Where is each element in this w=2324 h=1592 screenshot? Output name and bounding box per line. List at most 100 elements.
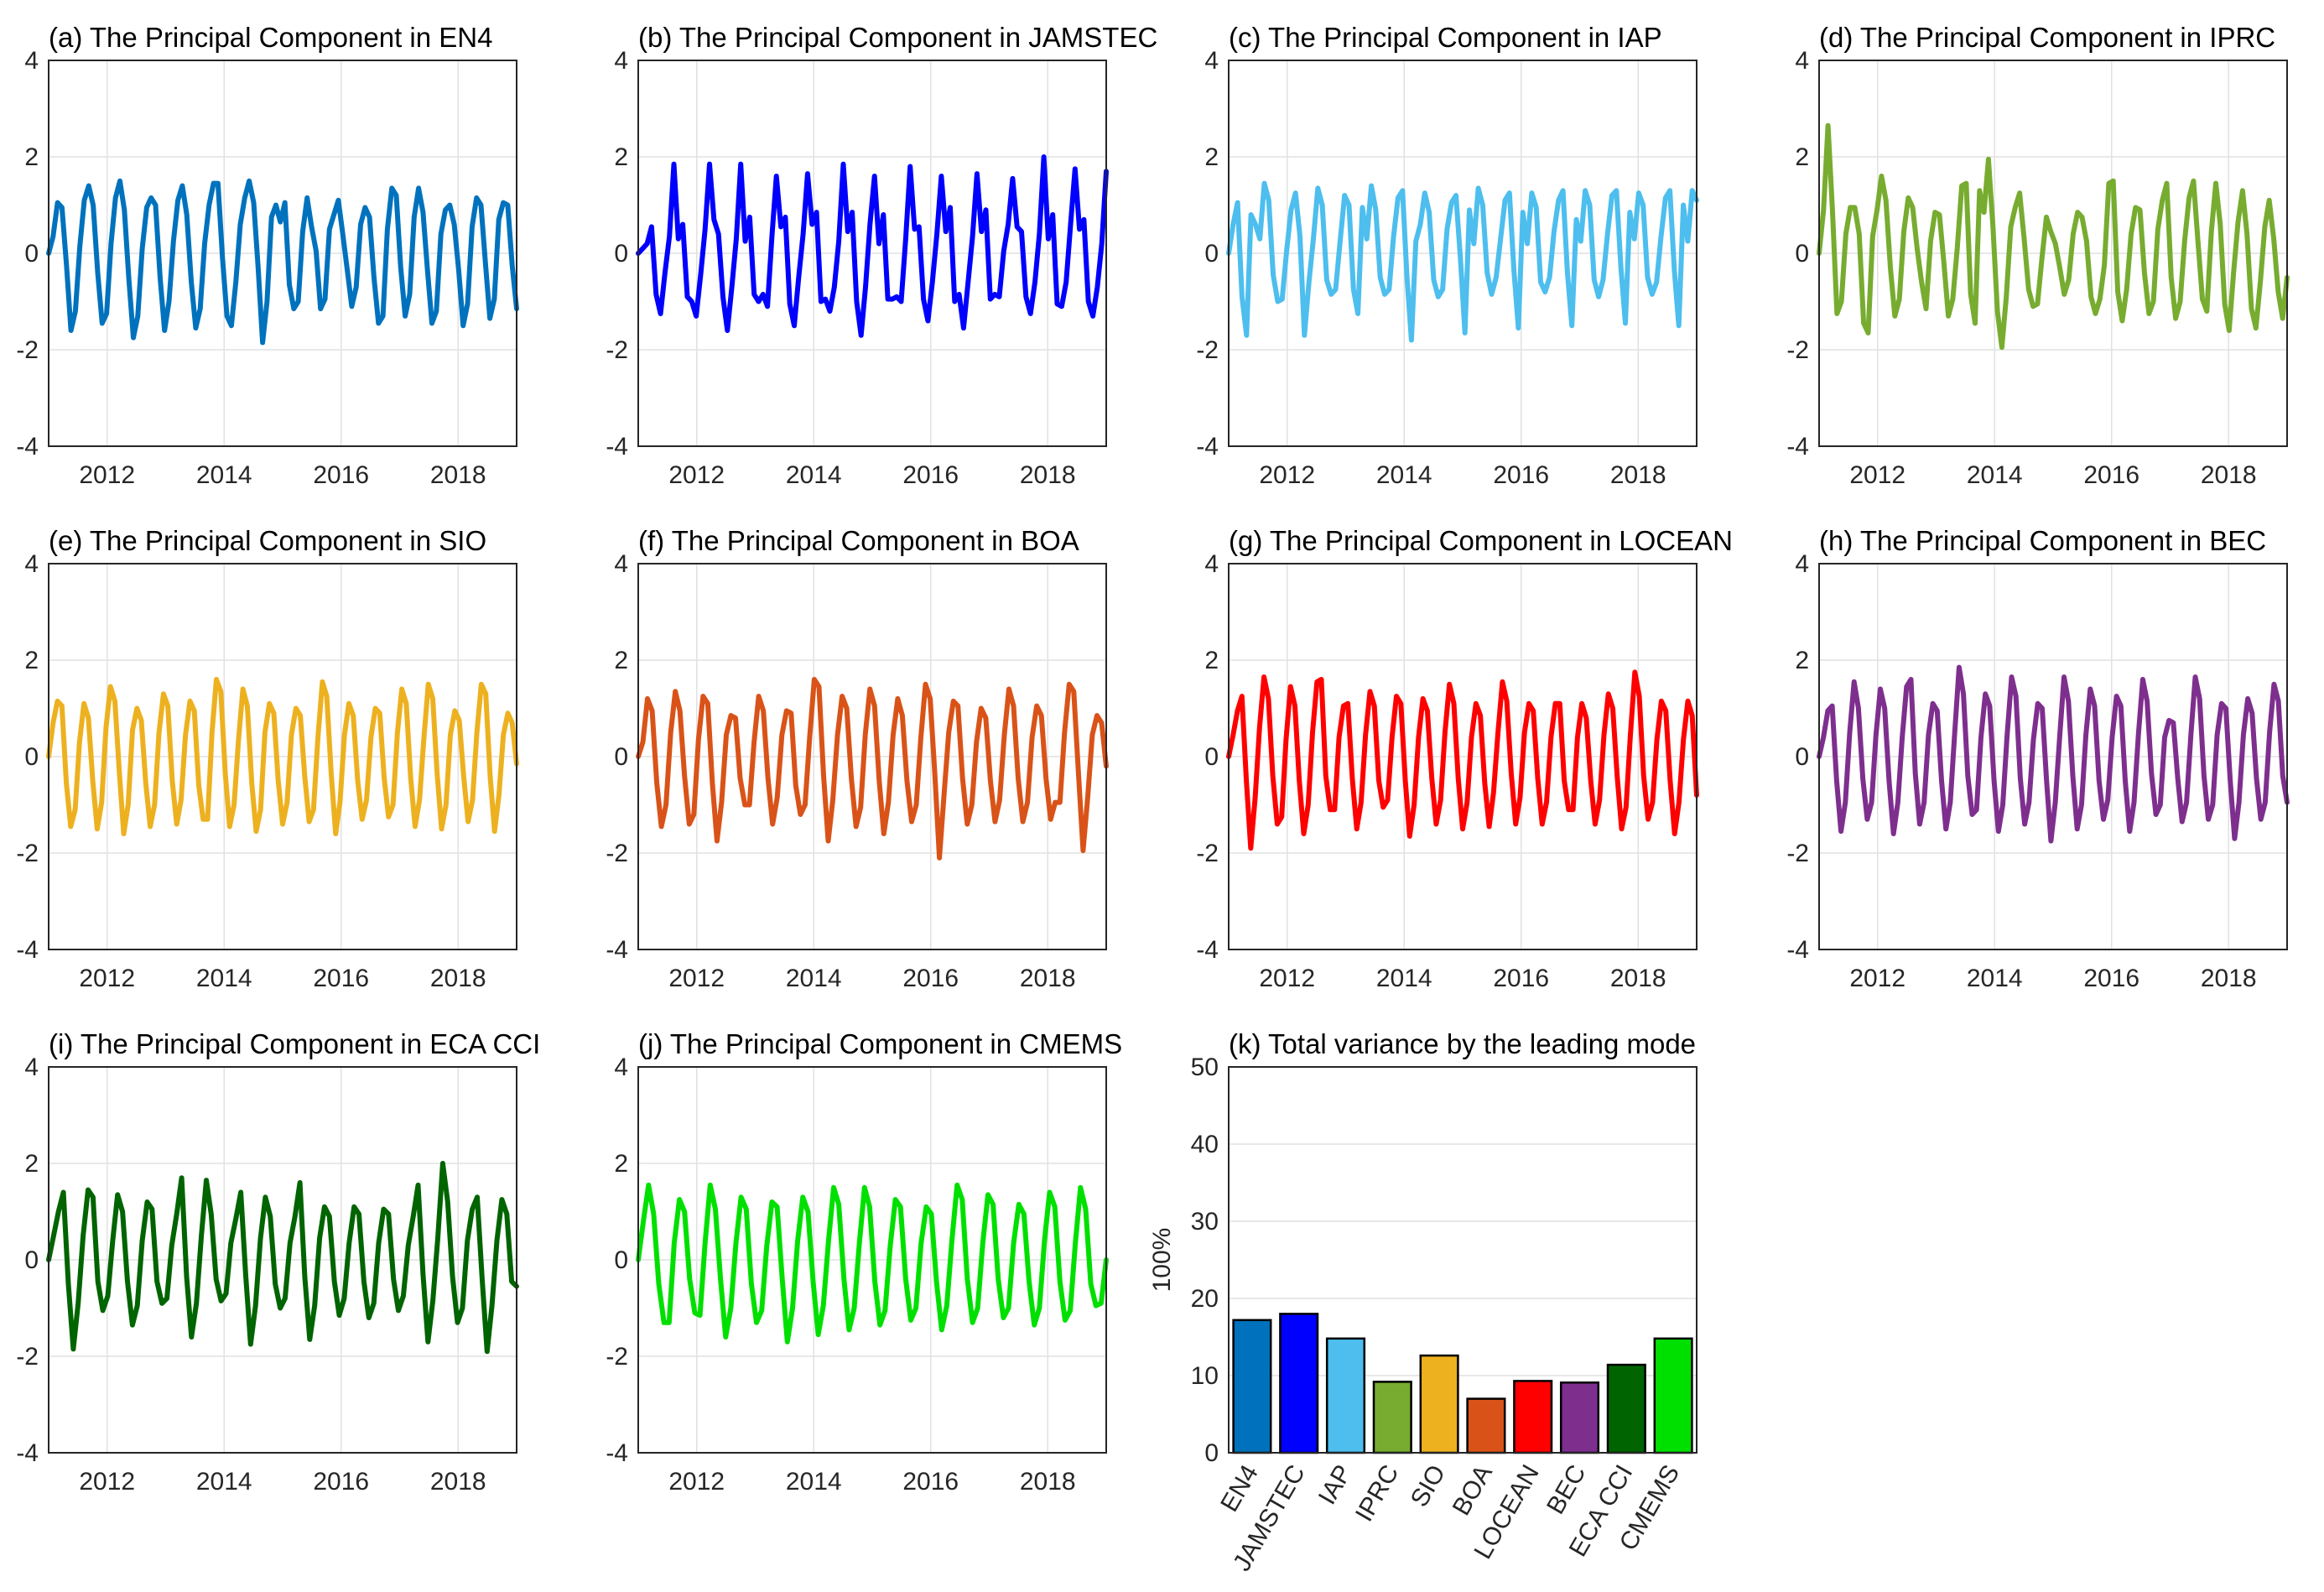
x-tick-label: 2012	[79, 965, 135, 992]
x-tick-label: 2016	[313, 965, 369, 992]
x-tick-label: 2016	[902, 1468, 959, 1496]
y-tick-label: 20	[1191, 1285, 1219, 1313]
axes-frame	[48, 1066, 517, 1454]
series-line-bec	[1817, 664, 2290, 844]
y-tick-label: 4	[24, 1054, 39, 1081]
bar-iprc	[1372, 1381, 1412, 1454]
x-tick-label: 2012	[1259, 965, 1315, 992]
bar-iap	[1325, 1337, 1366, 1454]
subplot-4: (d) The Principal Component in IPRC -4 -2 0…	[1786, 22, 2290, 489]
subplot-title: (k) Total variance by the leading mode	[1229, 1028, 1696, 1059]
subplot-9: (i) The Principal Component in ECA CCI -4…	[16, 1028, 540, 1496]
axes-frame	[1818, 563, 2288, 950]
y-tick-label: -2	[16, 336, 39, 364]
x-tick-label: 2012	[668, 965, 725, 992]
y-tick-label: 2	[1795, 143, 1809, 171]
y-tick-label: 4	[1795, 47, 1809, 75]
x-tick-label: 2018	[2201, 461, 2257, 489]
y-tick-label: -4	[1196, 936, 1219, 964]
y-tick-label: -2	[1196, 336, 1219, 364]
x-tick-label: 2014	[1967, 965, 2023, 992]
x-tick-label: 2016	[2083, 965, 2139, 992]
subplot-1: (a) The Principal Component in EN4 -4 -2 0 2…	[16, 22, 519, 489]
x-tick-label: 2016	[1493, 965, 1549, 992]
x-tick-label: 2012	[668, 1468, 725, 1496]
y-tick-label: -4	[1196, 433, 1219, 460]
y-tick-label: -4	[606, 433, 628, 460]
y-tick-label: -4	[606, 1439, 628, 1467]
subplot-8: (h) The Principal Component in BEC -4 -2 0 2…	[1786, 525, 2290, 992]
subplot-title: (j) The Principal Component in CMEMS	[638, 1028, 1122, 1059]
series-line-sio	[46, 677, 519, 836]
y-tick-label: 0	[1795, 743, 1809, 771]
y-tick-label: 0	[1795, 240, 1809, 268]
y-tick-label: 40	[1191, 1131, 1219, 1158]
subplot-2: (b) The Principal Component in JAMSTEC -4…	[606, 22, 1157, 489]
x-tick-label: 2016	[902, 461, 959, 489]
y-tick-label: -2	[16, 840, 39, 867]
bar-jamstec	[1279, 1313, 1319, 1454]
y-tick-label: 30	[1191, 1208, 1219, 1236]
series-line-iprc	[1817, 122, 2290, 351]
y-tick-label: 4	[1204, 47, 1219, 75]
x-tick-label: 2014	[786, 1468, 842, 1496]
x-tick-label: 2018	[1020, 461, 1076, 489]
series-line-boa	[636, 677, 1109, 861]
series-line-jamstec	[636, 154, 1109, 338]
x-tick-label: 2016	[2083, 461, 2139, 489]
x-tick-label: 2018	[1610, 461, 1666, 489]
x-category-label: EN4	[1215, 1460, 1264, 1517]
x-tick-label: 2014	[1376, 965, 1432, 992]
y-tick-label: 2	[614, 1150, 628, 1178]
axes-frame	[1228, 1066, 1698, 1454]
axes-frame	[1228, 60, 1698, 447]
axes-frame	[637, 563, 1107, 950]
y-tick-label: 0	[24, 1246, 39, 1274]
y-tick-label: 2	[24, 143, 39, 171]
x-tick-label: 2012	[668, 461, 725, 489]
y-tick-label: 0	[614, 743, 628, 771]
y-tick-label: 2	[1204, 143, 1219, 171]
subplot-3: (c) The Principal Component in IAP -4 -2 0 2…	[1196, 22, 1699, 489]
y-tick-label: 2	[1795, 647, 1809, 674]
axes-frame	[637, 1066, 1107, 1454]
bar-en4	[1232, 1319, 1272, 1454]
subplot-title: (h) The Principal Component in BEC	[1819, 525, 2266, 556]
x-tick-label: 2014	[1376, 461, 1432, 489]
bar-boa	[1466, 1397, 1506, 1454]
y-tick-label: 0	[1204, 1439, 1219, 1467]
x-tick-label: 2018	[2201, 965, 2257, 992]
x-tick-label: 2016	[902, 965, 959, 992]
y-tick-label: -2	[1786, 336, 1809, 364]
axes-frame	[48, 563, 517, 950]
y-tick-label: -2	[606, 840, 628, 867]
x-tick-label: 2012	[1259, 461, 1315, 489]
y-tick-label: -4	[16, 936, 39, 964]
x-tick-label: 2012	[79, 461, 135, 489]
x-tick-label: 2012	[79, 1468, 135, 1496]
y-tick-label: 4	[1204, 550, 1219, 578]
subplot-title: (e) The Principal Component in SIO	[49, 525, 486, 556]
y-axis-label: 100%	[1148, 1228, 1176, 1293]
subplot-5: (e) The Principal Component in SIO -4 -2 0 2…	[16, 525, 519, 992]
x-tick-label: 2016	[313, 1468, 369, 1496]
y-tick-label: -2	[1786, 840, 1809, 867]
x-tick-label: 2016	[1493, 461, 1549, 489]
axes-frame	[1228, 563, 1698, 950]
x-tick-label: 2018	[1020, 1468, 1076, 1496]
x-tick-label: 2018	[430, 965, 486, 992]
y-tick-label: 4	[24, 550, 39, 578]
y-tick-label: -2	[606, 1343, 628, 1371]
y-tick-label: 0	[1204, 743, 1219, 771]
subplot-7: (g) The Principal Component in LOCEAN -4 -…	[1196, 525, 1733, 992]
y-tick-label: 2	[1204, 647, 1219, 674]
x-tick-label: 2014	[196, 1468, 252, 1496]
y-tick-label: 4	[614, 1054, 628, 1081]
y-tick-label: 4	[1795, 550, 1809, 578]
bar-bec	[1559, 1381, 1600, 1454]
series-line-eca-cci	[46, 1161, 519, 1355]
y-tick-label: -2	[1196, 840, 1219, 867]
series-line-en4	[46, 178, 519, 346]
y-tick-label: 4	[614, 550, 628, 578]
series-line-locean	[1226, 669, 1699, 851]
